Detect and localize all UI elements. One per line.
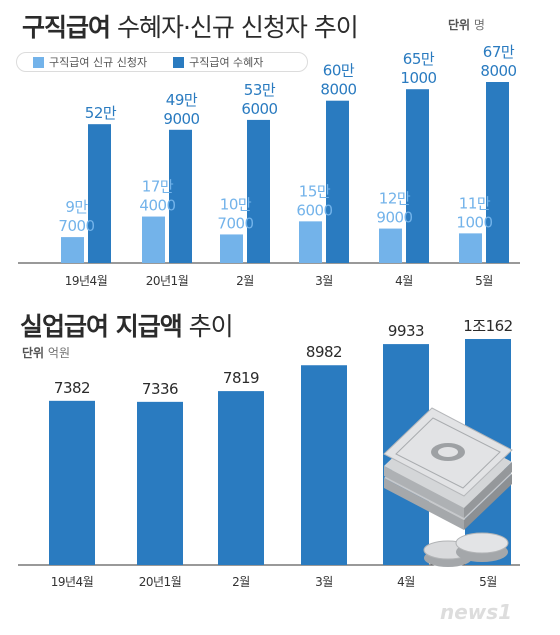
- chart2-unit: 단위 억원: [22, 344, 70, 361]
- x-tick-label: 4월: [397, 575, 415, 589]
- data-label-new: 6000: [296, 201, 332, 219]
- data-label-recipients: 8000: [320, 81, 356, 99]
- data-label-new: 7000: [58, 217, 94, 235]
- chart2-title-bold: 실업급여 지급액: [20, 312, 183, 341]
- chart1-title-bold: 구직급여: [22, 13, 111, 42]
- bar-payment: [301, 365, 347, 565]
- bar-new-applicants: [220, 234, 243, 263]
- legend-label-new: 구직급여 신규 신청자: [49, 56, 148, 69]
- data-label-new: 11만: [459, 194, 491, 212]
- x-tick-label: 19년4월: [65, 274, 108, 288]
- x-tick-label: 5월: [479, 575, 497, 589]
- data-label-recipients: 6000: [241, 100, 277, 118]
- legend-swatch-recipients: [173, 56, 185, 68]
- chart2-title: 실업급여 지급액 추이: [20, 307, 234, 343]
- x-tick-label: 3월: [315, 575, 333, 589]
- chart2-unit-value: 억원: [47, 346, 71, 360]
- chart1-unit: 단위 명: [448, 16, 485, 33]
- data-label-payment: 1조162: [463, 317, 512, 335]
- data-label-recipients: 9000: [163, 110, 199, 128]
- chart2-unit-label: 단위: [22, 346, 45, 360]
- chart2-title-rest: 추이: [181, 312, 234, 341]
- data-label-new: 17만: [142, 178, 174, 196]
- data-label-recipients: 52만: [85, 104, 117, 122]
- bar-recipients: [247, 119, 270, 263]
- data-label-new: 10만: [220, 195, 252, 213]
- data-label-payment: 7336: [142, 380, 178, 398]
- x-tick-label: 5월: [475, 274, 493, 288]
- x-tick-label: 19년4월: [51, 575, 94, 589]
- chart1-legend: 구직급여 신규 신청자 구직급여 수혜자: [16, 52, 308, 72]
- money-illustration: [383, 407, 513, 567]
- x-tick-label: 20년1월: [139, 575, 182, 589]
- bar-new-applicants: [61, 237, 84, 263]
- data-label-payment: 7382: [54, 379, 90, 397]
- legend-item-recipients: 구직급여 수혜자: [173, 54, 263, 70]
- chart1-unit-value: 명: [473, 18, 485, 32]
- data-label-recipients: 67만: [483, 43, 515, 61]
- x-tick-label: 3월: [315, 274, 333, 288]
- legend-swatch-new: [33, 56, 44, 68]
- news1-logo: news1: [440, 600, 513, 624]
- bar-recipients: [486, 82, 509, 263]
- data-label-new: 4000: [139, 197, 175, 215]
- bar-new-applicants: [299, 221, 322, 263]
- x-tick-label: 20년1월: [146, 274, 189, 288]
- bar-recipients: [326, 100, 349, 263]
- bar-recipients: [169, 129, 192, 263]
- chart1-plot: 9만700052만19년4월17만400049만900020년1월10만7000…: [18, 43, 520, 288]
- bar-new-applicants: [142, 216, 165, 263]
- chart1-unit-label: 단위: [448, 18, 471, 32]
- data-label-new: 15만: [299, 182, 331, 200]
- data-label-new: 1000: [456, 213, 492, 231]
- bar-payment: [137, 401, 183, 565]
- data-label-payment: 9933: [388, 322, 424, 340]
- legend-label-recipients: 구직급여 수혜자: [189, 56, 264, 69]
- data-label-recipients: 60만: [323, 62, 355, 80]
- bar-recipients: [88, 124, 111, 264]
- data-label-recipients: 8000: [480, 62, 516, 80]
- data-label-payment: 7819: [223, 369, 259, 387]
- bar-payment: [49, 400, 95, 565]
- chart1-title-rest: 수혜자·신규 신청자 추이: [110, 13, 359, 42]
- data-label-new: 12만: [379, 190, 411, 208]
- x-tick-label: 4월: [395, 274, 413, 288]
- x-tick-label: 2월: [236, 274, 254, 288]
- bar-new-applicants: [379, 228, 402, 263]
- data-label-recipients: 49만: [166, 91, 198, 109]
- data-label-recipients: 65만: [403, 50, 435, 68]
- chart1-title: 구직급여 수혜자·신규 신청자 추이: [22, 8, 359, 44]
- legend-item-new: 구직급여 신규 신청자: [33, 54, 147, 70]
- data-label-payment: 8982: [306, 343, 342, 361]
- data-label-new: 9만: [65, 198, 88, 216]
- data-label-new: 9000: [376, 209, 412, 227]
- data-label-recipients: 1000: [400, 69, 436, 87]
- x-tick-label: 2월: [232, 575, 250, 589]
- bar-payment: [218, 391, 264, 565]
- bar-recipients: [406, 89, 429, 263]
- data-label-new: 7000: [217, 214, 253, 232]
- data-label-recipients: 53만: [244, 81, 276, 99]
- bar-new-applicants: [459, 233, 482, 263]
